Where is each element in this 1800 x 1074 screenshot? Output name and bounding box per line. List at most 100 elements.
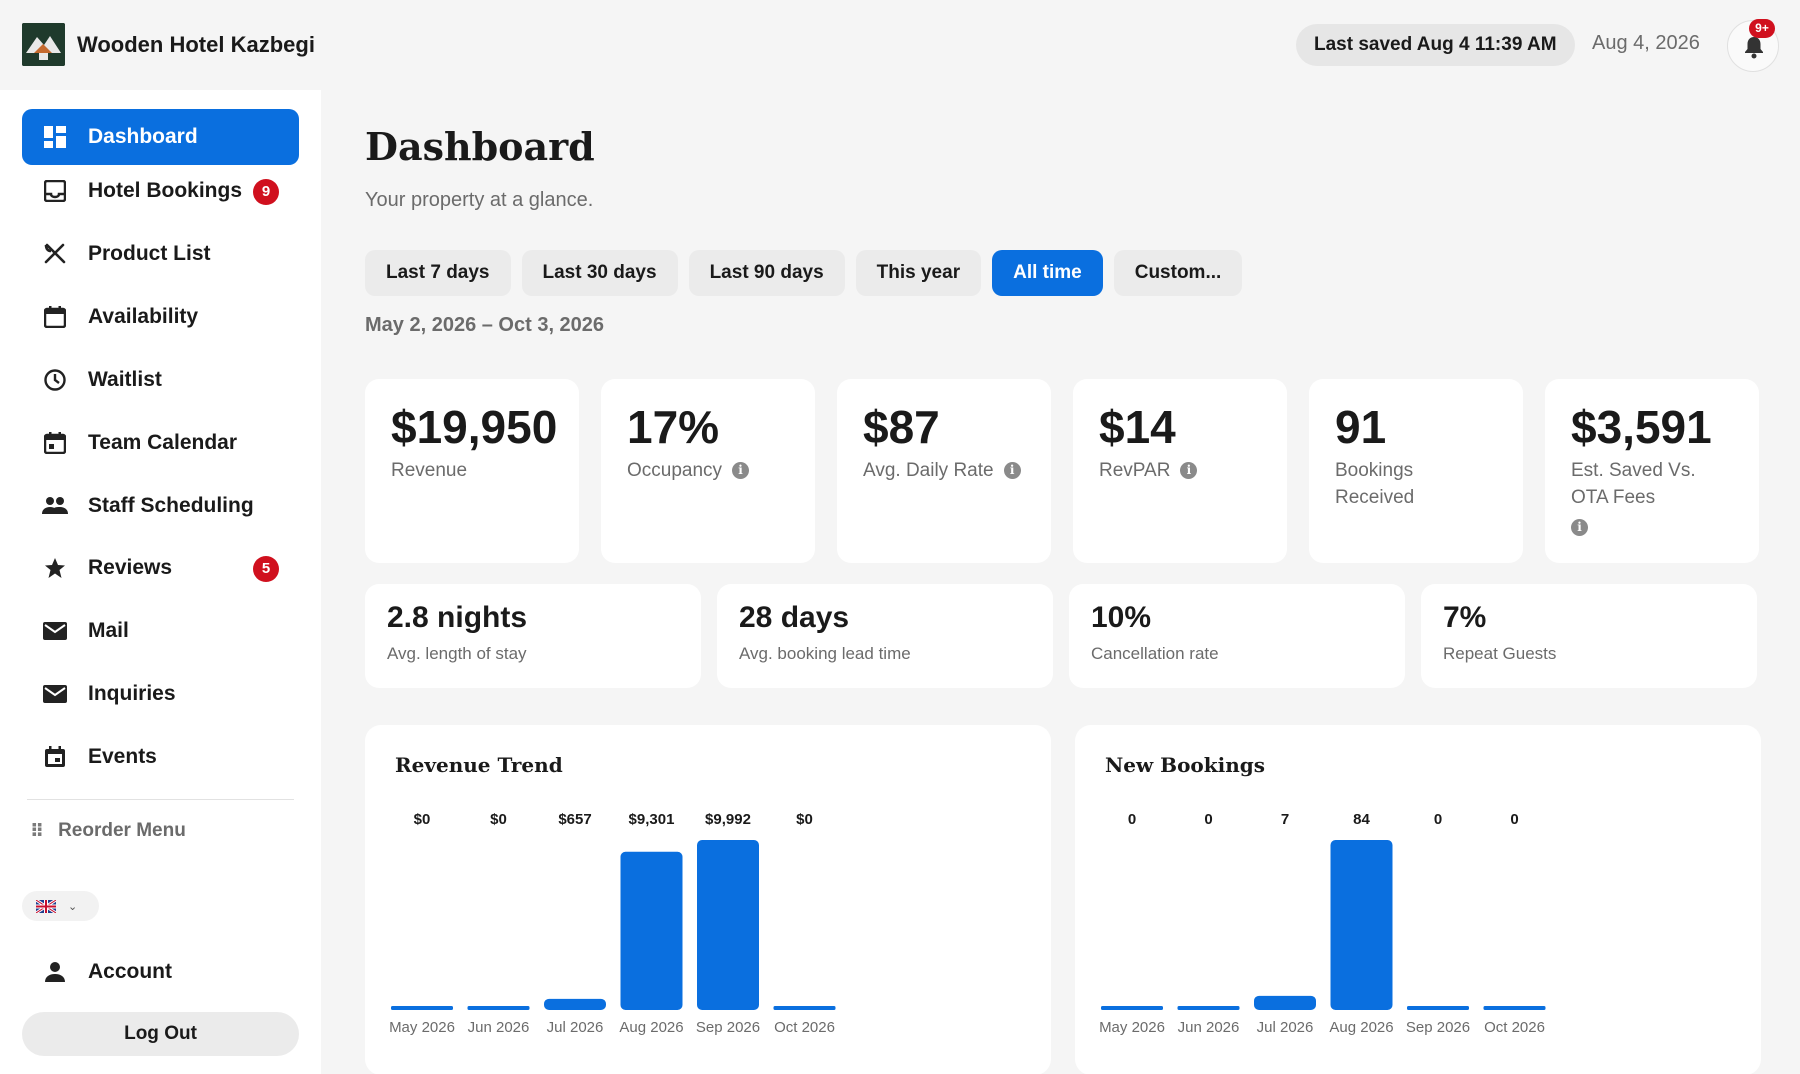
account-label: Account [88,960,172,983]
sidebar-item-dashboard[interactable]: Dashboard [22,109,299,165]
info-icon[interactable]: i [1180,462,1198,479]
bar-jul-2026[interactable] [544,998,606,1010]
event-icon [42,744,68,770]
mail-icon [42,618,68,644]
drag-handle-icon: ⠿ [30,820,44,841]
range-custom[interactable]: Custom... [1113,250,1243,296]
x-tick-label: Aug 2026 [1329,1019,1393,1036]
brand[interactable]: Wooden Hotel Kazbegi [22,23,315,66]
info-icon[interactable]: i [1003,462,1021,479]
bar-value-label: 7 [1281,811,1289,828]
kpi-card-adr: $87 Avg. Daily Rate i [837,379,1051,563]
kpi-value: $87 [863,401,940,453]
kpi-label: RevPAR i [1099,457,1261,484]
sidebar-item-staff-scheduling[interactable]: Staff Scheduling [22,478,299,534]
mail-icon [42,681,68,707]
date-range-tabs: Last 7 days Last 30 days Last 90 days Th… [365,250,1253,296]
kpi-value: $19,950 [391,401,558,453]
page-subtitle: Your property at a glance. [365,189,594,211]
range-this-year[interactable]: This year [855,250,982,296]
range-last-30-days[interactable]: Last 30 days [521,250,678,296]
bar-oct-2026[interactable] [773,1006,836,1010]
bar-aug-2026[interactable] [620,851,683,1010]
x-tick-label: May 2026 [389,1019,455,1036]
utensils-icon [42,241,68,267]
x-tick-label: Jul 2026 [1257,1019,1314,1036]
bar-sep-2026[interactable] [697,840,759,1010]
reorder-menu-button[interactable]: ⠿ Reorder Menu [30,820,186,842]
range-all-time[interactable]: All time [992,250,1103,296]
new-bookings-card: New Bookings 0 May 2026 0 Jun 2026 7 Jul 2026… [1075,725,1761,1074]
sidebar-item-label: Inquiries [88,682,176,705]
kpi-value: $14 [1099,401,1176,453]
language-selector[interactable]: ⌄ [22,891,99,921]
sidebar-item-reviews[interactable]: Reviews 5 [22,540,299,596]
kpi-card-revenue: $19,950 Revenue [365,379,579,563]
sidebar-item-hotel-bookings[interactable]: Hotel Bookings 9 [22,163,299,219]
sidebar-item-label: Waitlist [88,368,162,391]
uk-flag-icon [36,899,56,913]
bar-oct-2026[interactable] [1483,1006,1546,1010]
clock-icon [42,367,68,393]
sidebar-item-team-calendar[interactable]: Team Calendar [22,415,299,471]
stat-value: 28 days [739,601,850,634]
stat-value: 2.8 nights [387,601,528,634]
sidebar-item-mail[interactable]: Mail [22,603,299,659]
range-last-7-days[interactable]: Last 7 days [365,250,511,296]
star-icon [42,555,68,581]
notifications-badge: 9+ [1749,19,1775,38]
sidebar-divider [27,799,294,800]
kpi-label: Occupancy i [627,457,789,484]
bar-value-label: 0 [1434,811,1442,828]
sidebar-item-label: Hotel Bookings [88,179,243,202]
bar-may-2026[interactable] [1101,1006,1163,1010]
revenue-trend-chart: $0 May 2026 $0 Jun 2026 $657 Jul 2026 $9,301 Au… [389,811,836,1036]
bar-may-2026[interactable] [391,1006,453,1010]
sidebar-item-waitlist[interactable]: Waitlist [22,352,299,408]
kpi-card-occupancy: 17% Occupancy i [601,379,815,563]
bar-jun-2026[interactable] [1177,1006,1240,1010]
bar-value-label: $9,992 [705,811,751,828]
sidebar-item-inquiries[interactable]: Inquiries [22,666,299,722]
stat-card-lead-time: 28 days Avg. booking lead time [717,584,1053,688]
bar-value-label: 0 [1128,811,1136,828]
kpi-card-ota-savings: $3,591 Est. Saved Vs. OTA Fees i [1545,379,1759,563]
sidebar: Dashboard Hotel Bookings 9 Product List … [0,90,321,1074]
account-button[interactable]: Account [22,944,299,1000]
stat-value: 10% [1091,601,1152,634]
range-last-90-days[interactable]: Last 90 days [688,250,845,296]
kpi-value: $3,591 [1571,401,1712,453]
sidebar-item-events[interactable]: Events [22,729,299,785]
x-tick-label: Sep 2026 [1406,1019,1470,1036]
bar-jun-2026[interactable] [467,1006,530,1010]
x-tick-label: May 2026 [1099,1019,1165,1036]
kpi-card-bookings: 91 Bookings Received [1309,379,1523,563]
x-tick-label: Jun 2026 [1178,1019,1240,1036]
hotel-logo-icon [22,23,65,66]
calendar-icon [42,430,68,456]
kpi-value: 17% [627,401,720,453]
chart-title: New Bookings [1105,753,1266,777]
last-saved-status: Last saved Aug 4 11:39 AM [1296,24,1575,66]
x-tick-label: Jun 2026 [468,1019,530,1036]
sidebar-item-availability[interactable]: Availability [22,289,299,345]
bar-jul-2026[interactable] [1254,995,1316,1010]
calendar-icon [42,304,68,330]
person-icon [42,959,68,985]
sidebar-item-label: Reviews [88,556,173,579]
page-title: Dashboard [365,124,595,169]
stat-card-length-of-stay: 2.8 nights Avg. length of stay [365,584,701,688]
info-icon[interactable]: i [732,462,750,479]
sidebar-item-product-list[interactable]: Product List [22,226,299,282]
info-icon[interactable]: i [1571,519,1588,536]
bar-aug-2026[interactable] [1330,840,1393,1010]
bar-sep-2026[interactable] [1407,1006,1469,1010]
bar-value-label: $657 [558,811,591,828]
logout-button[interactable]: Log Out [22,1012,299,1056]
new-bookings-chart: 0 May 2026 0 Jun 2026 7 Jul 2026 84 Aug 2026 0 Se… [1099,811,1546,1036]
sidebar-item-label: Staff Scheduling [88,494,254,517]
stat-value: 7% [1443,601,1487,634]
x-tick-label: Oct 2026 [774,1019,835,1036]
x-tick-label: Aug 2026 [619,1019,683,1036]
bell-icon [1745,37,1763,59]
